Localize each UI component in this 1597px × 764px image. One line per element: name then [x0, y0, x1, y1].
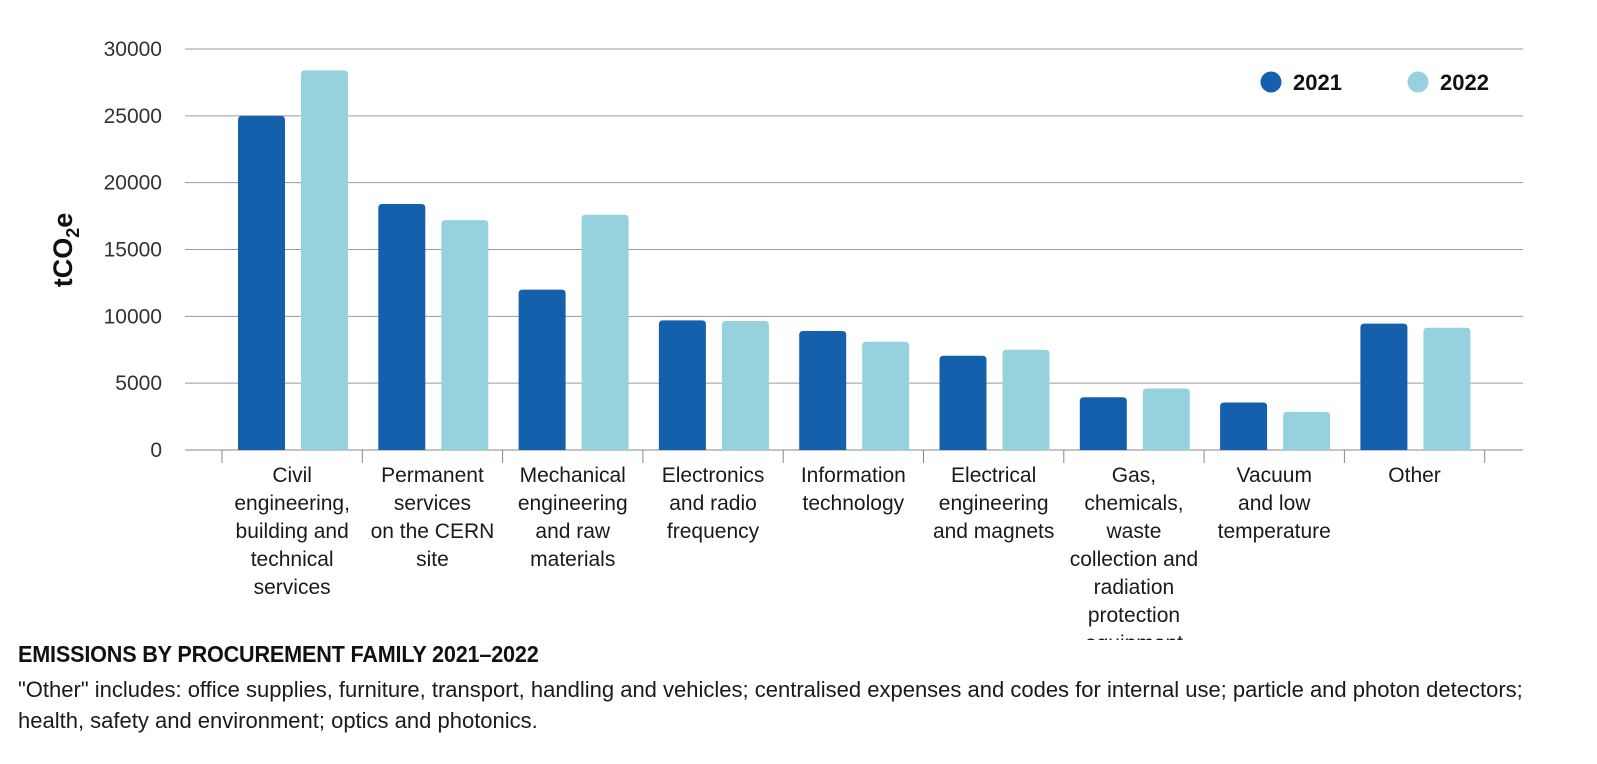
category-label: Permanent services on the CERN site [371, 464, 495, 571]
legend: 2021 2022 [1260, 70, 1489, 95]
y-tick-label: 0 [150, 439, 162, 462]
bar-2022-2 [581, 214, 629, 450]
y-axis-label: tCO2e [48, 213, 83, 288]
bar-2021-3 [658, 320, 706, 450]
bar-2022-1 [441, 220, 489, 450]
y-tick-label: 15000 [104, 239, 162, 262]
bar-2021-2 [518, 289, 566, 450]
bar-chart: 0 5000 10000 15000 20000 25000 30000 Civil engi… [48, 38, 1523, 640]
bar-2022-3 [721, 321, 769, 450]
legend-label-2021: 2021 [1293, 70, 1342, 95]
category-label: Other [1388, 464, 1441, 487]
category-label: Information technology [801, 464, 906, 515]
y-tick-label: 5000 [115, 372, 162, 395]
bar-2021-6 [1079, 397, 1127, 450]
category-label: Gas, chemicals, waste collection and radiati… [1070, 464, 1198, 640]
category-label: Vacuum and low temperature [1218, 464, 1331, 543]
bar-2022-8 [1423, 327, 1471, 450]
y-tick-label: 25000 [104, 105, 162, 128]
legend-swatch-2021 [1260, 71, 1282, 93]
y-tick-label: 20000 [104, 172, 162, 195]
bar-2021-8 [1360, 323, 1408, 450]
category-label: Electronics and radio frequency [662, 464, 765, 543]
category-label: Mechanical engineering and raw materials [518, 464, 628, 571]
category-labels: Civil engineering, building and technical se… [234, 464, 1440, 640]
bar-2021-5 [939, 355, 987, 450]
bar-2021-1 [378, 204, 426, 450]
figure-note: "Other" includes: office supplies, furni… [18, 677, 1523, 733]
bar-2022-7 [1283, 411, 1331, 450]
category-label: Civil engineering, building and technical se… [234, 464, 350, 599]
legend-swatch-2022 [1407, 71, 1429, 93]
bar-2022-5 [1002, 349, 1050, 450]
bar-2021-4 [799, 331, 847, 450]
x-axis [185, 449, 1523, 463]
y-axis-ticks: 0 5000 10000 15000 20000 25000 30000 [104, 38, 162, 462]
bars [238, 70, 1471, 451]
category-label: Electrical engineering and magnets [933, 464, 1054, 543]
bar-2022-6 [1142, 388, 1190, 450]
y-tick-label: 30000 [104, 38, 162, 61]
legend-label-2022: 2022 [1440, 70, 1489, 95]
bar-2021-0 [238, 115, 285, 450]
bar-2021-7 [1220, 402, 1268, 450]
bar-2022-4 [862, 341, 910, 450]
bar-2022-0 [301, 70, 348, 451]
figure-title: EMISSIONS BY PROCUREMENT FAMILY 2021–202… [18, 641, 539, 667]
y-tick-label: 10000 [104, 305, 162, 328]
